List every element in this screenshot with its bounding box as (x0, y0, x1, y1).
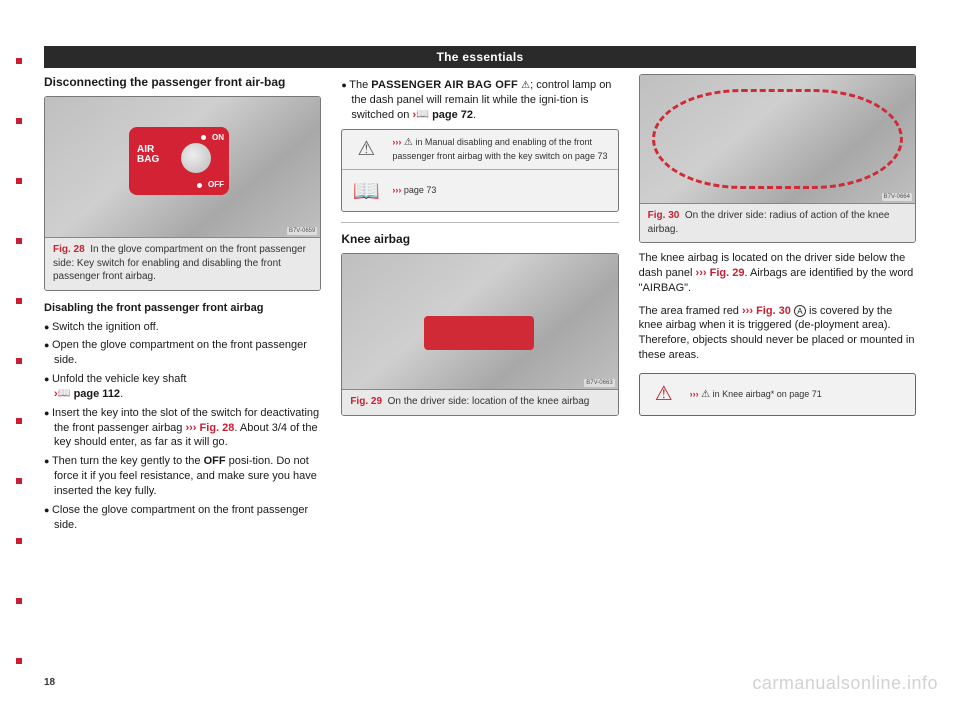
bullet-item: Switch the ignition off. (44, 320, 321, 335)
bullet-item: The PASSENGER AIR BAG OFF ⚠; control lam… (341, 78, 618, 123)
figure-28: AIR BAG ON OFF B7V-0659 Fig. 28 In the g… (44, 96, 321, 291)
text: The (349, 79, 371, 91)
action-radius-outline (652, 89, 903, 189)
body-paragraph: The area framed red ››› Fig. 30 A is cov… (639, 304, 916, 363)
xref-chevron-icon: ››› (392, 185, 401, 195)
book-icon: 📖 (350, 176, 382, 206)
dot-icon (201, 135, 206, 140)
figure-29-caption: Fig. 29 On the driver side: location of … (342, 389, 617, 415)
figure-30: B7V-0664 Fig. 30 On the driver side: rad… (639, 74, 916, 243)
book-icon: 📖 (68, 387, 70, 401)
xref-fig: Fig. 30 (756, 305, 791, 317)
note-body: page 73 (404, 185, 437, 195)
xref-page: page 112 (74, 388, 120, 400)
warning-box: ⚠ ››› ⚠ in Knee airbag* on page 71 (639, 373, 916, 416)
bullet-text: Unfold the vehicle key shaft (52, 373, 187, 385)
column-2: The PASSENGER AIR BAG OFF ⚠; control lam… (341, 74, 618, 672)
xref-page: page 72 (432, 109, 473, 121)
note-row-book: 📖 ››› page 73 (342, 169, 617, 212)
xref-chevron-icon: ››› (392, 137, 401, 147)
figure-number: Fig. 28 (53, 244, 85, 255)
person-icon: ⚠ (521, 80, 530, 91)
image-code: B7V-0664 (882, 193, 912, 201)
caption-text: On the driver side: radius of action of … (648, 210, 890, 235)
edge-marker (16, 118, 22, 124)
warning-body: in Knee airbag* on page 71 (713, 389, 822, 399)
text: The area framed red (639, 305, 742, 317)
marker-a-icon: A (794, 305, 806, 317)
knee-airbag-highlight (424, 316, 534, 350)
note-text: ››› page 73 (392, 184, 609, 196)
edge-marker (16, 478, 22, 484)
figure-30-image: B7V-0664 (640, 75, 915, 203)
xref-chevron-icon: ››› (696, 267, 707, 279)
warning-text: ››› ⚠ in Knee airbag* on page 71 (690, 388, 822, 402)
bullet-item: Then turn the key gently to the OFF posi… (44, 454, 321, 499)
note-row-warning: ⚠ ››› ⚠ in Manual disabling and enabling… (342, 130, 617, 169)
edge-marker (16, 178, 22, 184)
caption-text: In the glove compartment on the front pa… (53, 244, 306, 282)
section-separator (341, 222, 618, 223)
edge-marker (16, 418, 22, 424)
figure-30-caption: Fig. 30 On the driver side: radius of ac… (640, 203, 915, 242)
dot-icon (197, 183, 202, 188)
warning-triangle-icon: ⚠ (404, 137, 413, 148)
image-code: B7V-0663 (584, 379, 614, 387)
note-text: ››› ⚠ in Manual disabling and enabling o… (392, 136, 609, 162)
edge-marker (16, 538, 22, 544)
off-label: OFF (204, 455, 226, 467)
lamp-label: PASSENGER AIR BAG OFF (371, 79, 521, 91)
column-3: B7V-0664 Fig. 30 On the driver side: rad… (639, 74, 916, 672)
xref-fig: Fig. 28 (200, 422, 235, 434)
page: The essentials Disconnecting the passeng… (0, 0, 960, 708)
bullet-item: Close the glove compartment on the front… (44, 503, 321, 533)
col2-heading: Knee airbag (341, 231, 618, 247)
xref-chevron-icon: ››› (690, 389, 699, 399)
edge-marker (16, 358, 22, 364)
airbag-switch-graphic: AIR BAG ON OFF (129, 127, 229, 195)
col1-heading: Disconnecting the passenger front air-ba… (44, 74, 321, 90)
book-icon: 📖 (427, 108, 429, 122)
xref-fig: Fig. 29 (710, 267, 745, 279)
warning-triangle-icon: ⚠ (350, 136, 382, 163)
figure-number: Fig. 30 (648, 210, 680, 221)
watermark: carmanualsonline.info (752, 673, 938, 694)
edge-marker (16, 58, 22, 64)
chapter-banner: The essentials (44, 46, 916, 68)
bullet-item: Insert the key into the slot of the swit… (44, 406, 321, 451)
column-1: Disconnecting the passenger front air-ba… (44, 74, 321, 672)
caption-text: On the driver side: location of the knee… (388, 396, 590, 407)
figure-number: Fig. 29 (350, 396, 382, 407)
figure-28-image: AIR BAG ON OFF B7V-0659 (45, 97, 320, 237)
airbag-label-bag: BAG (137, 153, 159, 167)
image-code: B7V-0659 (287, 227, 317, 235)
xref-chevron-icon: ››› (742, 305, 753, 317)
airbag-label-off: OFF (208, 180, 224, 191)
figure-29: B7V-0663 Fig. 29 On the driver side: loc… (341, 253, 618, 416)
edge-marker (16, 238, 22, 244)
warning-triangle-icon: ⚠ (701, 389, 710, 400)
col1-subheading: Disabling the front passenger front airb… (44, 301, 321, 316)
content-columns: Disconnecting the passenger front air-ba… (44, 74, 916, 672)
body-paragraph: The knee airbag is located on the driver… (639, 251, 916, 296)
bullet-item: Unfold the vehicle key shaft ››› 📖 page … (44, 372, 321, 402)
bullet-text: Then turn the key gently to the (52, 455, 204, 467)
xref-chevron-icon: ››› (185, 422, 196, 434)
figure-28-caption: Fig. 28 In the glove compartment on the … (45, 237, 320, 290)
edge-marker (16, 598, 22, 604)
edge-marker (16, 658, 22, 664)
edge-marker (16, 298, 22, 304)
note-body: in Manual disabling and enabling of the … (392, 137, 607, 161)
page-number: 18 (44, 677, 55, 688)
bullet-item: Open the glove compartment on the front … (44, 338, 321, 368)
warning-triangle-icon: ⚠ (648, 381, 680, 408)
airbag-label-on: ON (212, 133, 224, 144)
figure-29-image: B7V-0663 (342, 254, 617, 389)
note-box: ⚠ ››› ⚠ in Manual disabling and enabling… (341, 129, 618, 213)
